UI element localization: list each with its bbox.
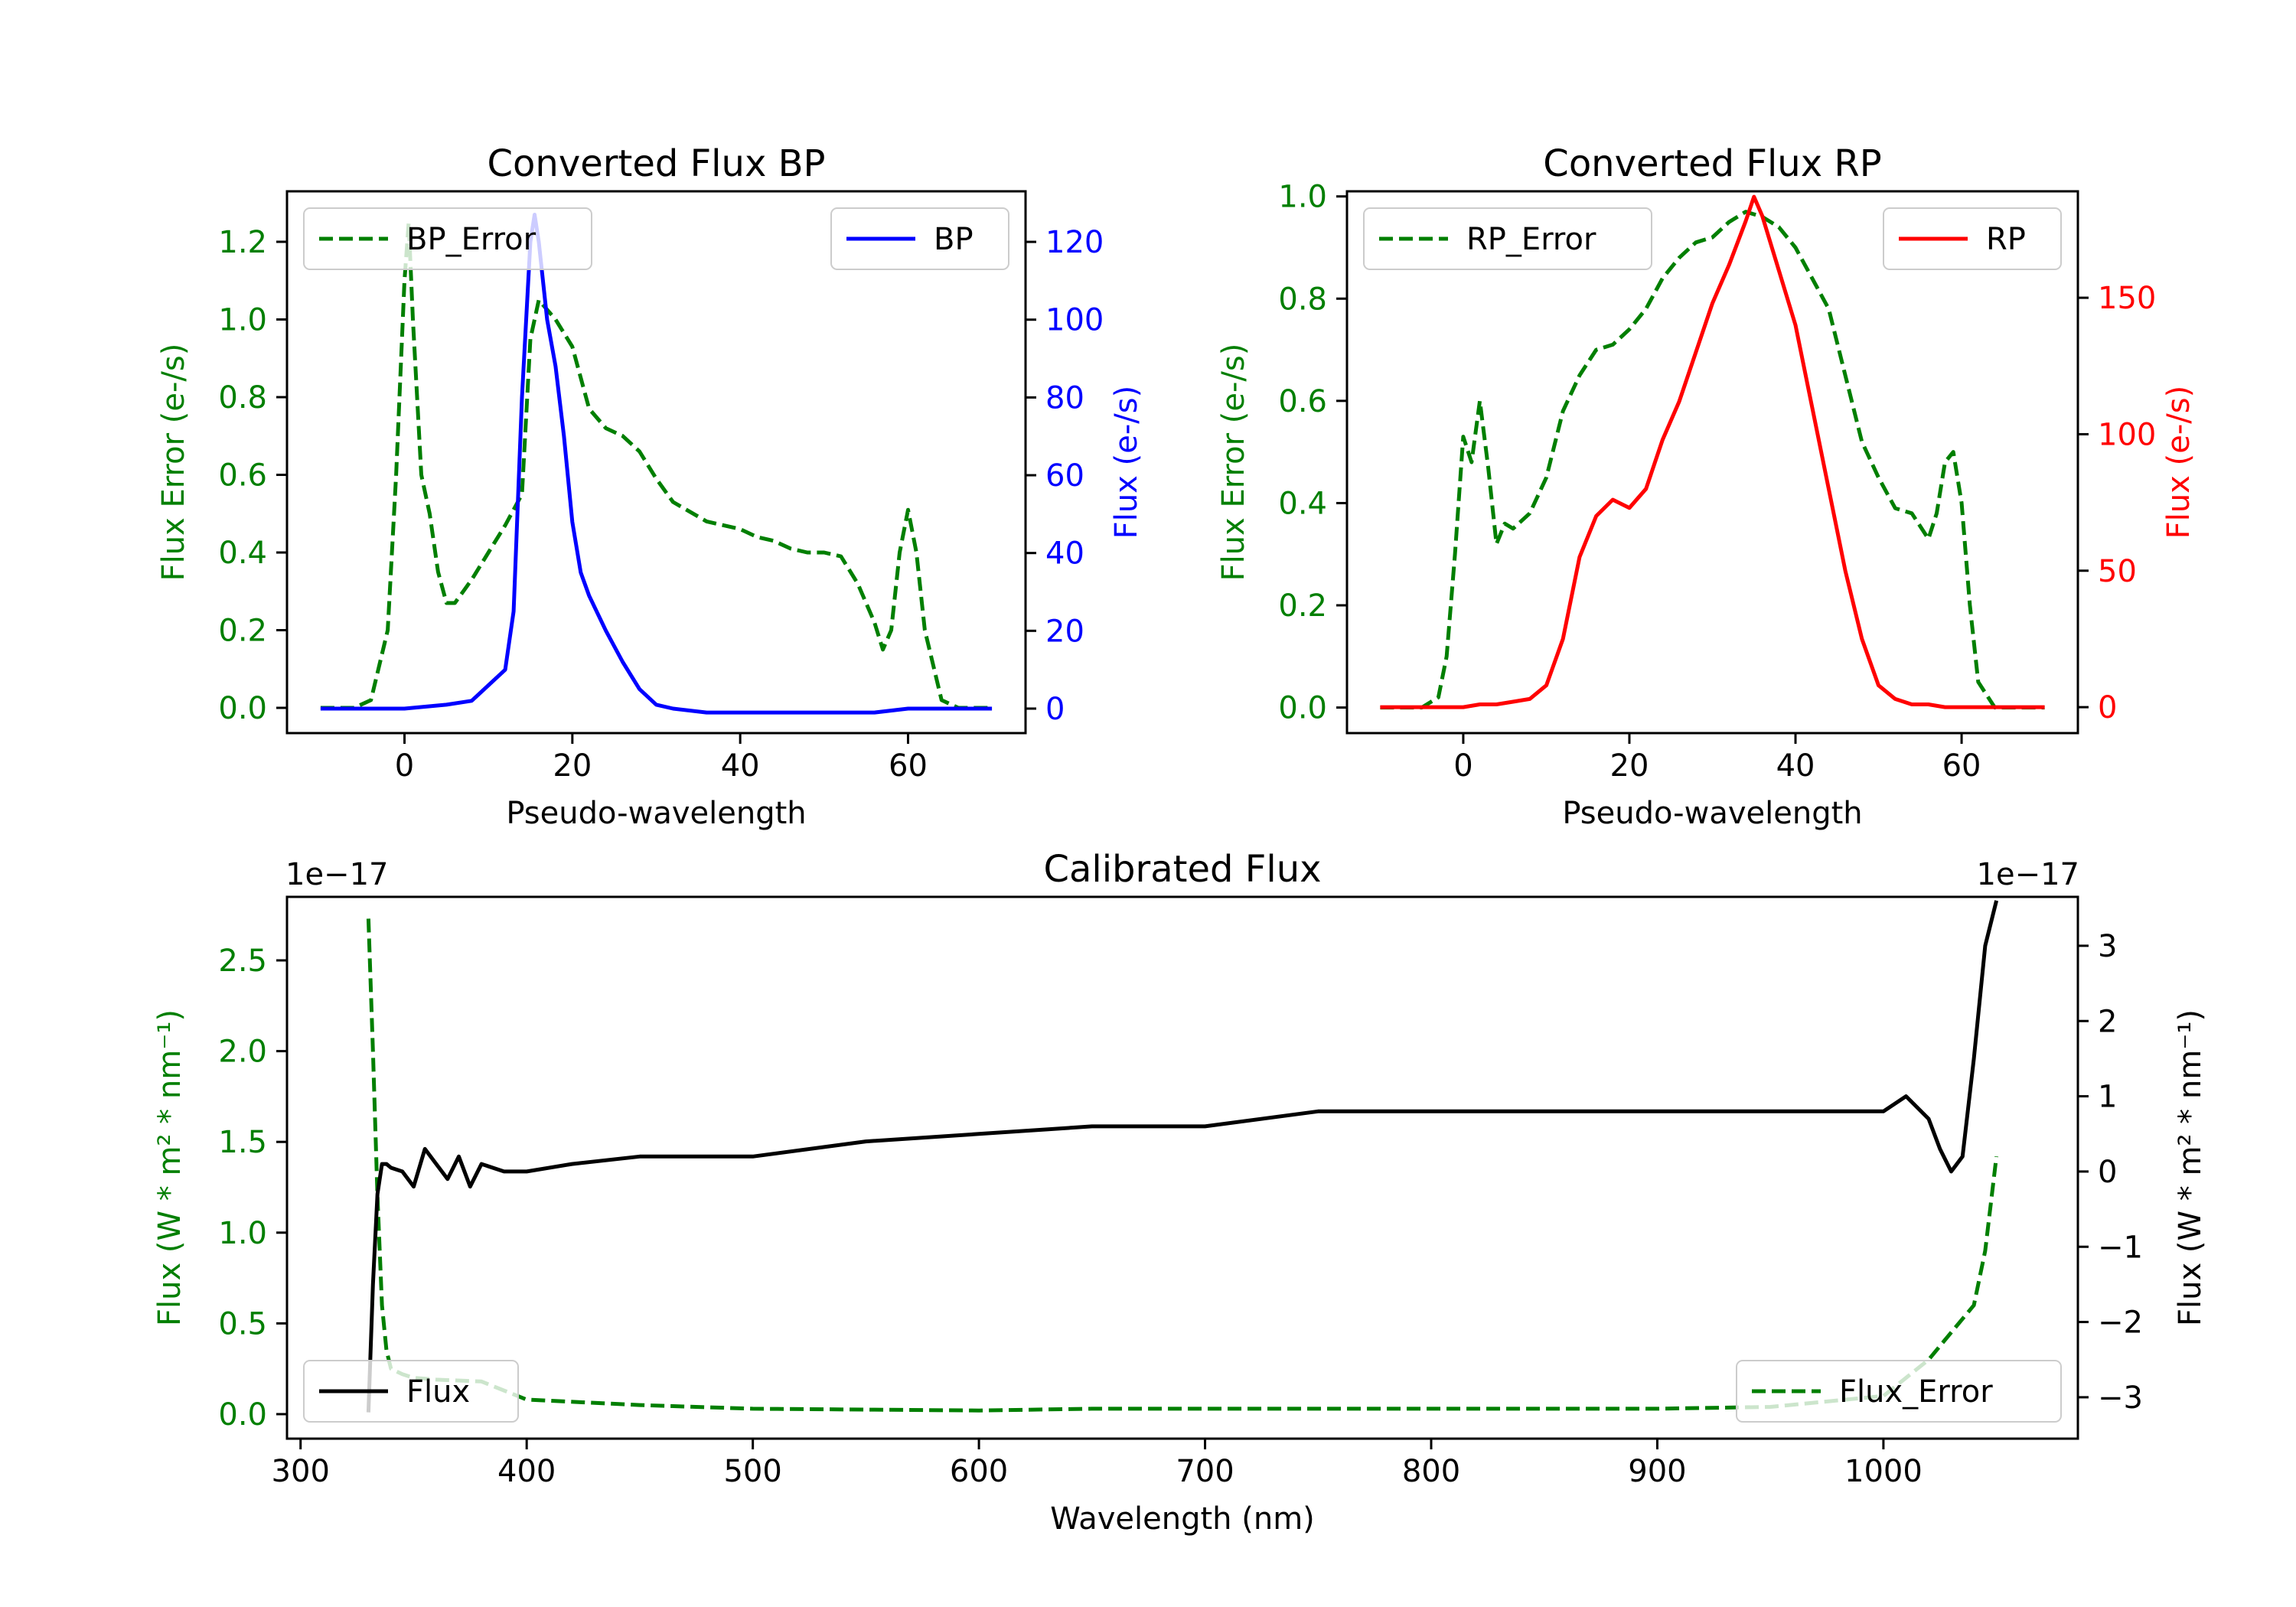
calibrated-ytick-left-label: 2.5: [218, 944, 267, 979]
calibrated-xtick-label: 400: [497, 1454, 556, 1489]
calibrated-legend-box: [1736, 1360, 2062, 1423]
calibrated-legend-label: Flux: [406, 1374, 470, 1410]
bp-ylabel-right: Flux (e-/s): [1109, 386, 1144, 539]
calibrated-ytick-left-label: 2.0: [218, 1035, 267, 1070]
bp-legend-right: BP: [830, 207, 1009, 270]
calibrated-xtick-label: 700: [1176, 1454, 1234, 1489]
rp-ytick-left-label: 0.0: [1278, 691, 1327, 726]
rp-axes-frame: [1345, 190, 2079, 735]
rp-xlabel: Pseudo-wavelength: [1562, 796, 1862, 831]
calibrated-xtick-label: 1000: [1844, 1454, 1923, 1489]
rp-xtick-label: 40: [1776, 748, 1815, 784]
bp-xlabel: Pseudo-wavelength: [506, 796, 806, 831]
calibrated-ytick-right-label: −3: [2098, 1380, 2143, 1416]
bp-ytick-right-label: 40: [1045, 536, 1084, 572]
calibrated-chart: 300 400 500 600 700 800 900 1000 0.0 0.5 1.0 1.5 2.0…: [152, 848, 2208, 1537]
bp-axes-frame: [285, 190, 1027, 735]
rp-legend-label: RP: [1986, 222, 2026, 257]
calibrated-ytick-right-label: 1: [2098, 1080, 2117, 1115]
calibrated-xtick-label: 300: [272, 1454, 330, 1489]
calibrated-ytick-left-label: 1.5: [218, 1125, 267, 1160]
calibrated-ytick-left-label: 1.0: [218, 1216, 267, 1251]
bp-title: Converted Flux BP: [488, 142, 826, 185]
rp-ytick-right-label: 50: [2098, 554, 2137, 589]
rp-series-rp: [1380, 194, 2045, 709]
bp-ytick-left-label: 1.2: [218, 225, 267, 260]
bp-xtick-label: 60: [889, 748, 928, 784]
bp-ytick-right-label: 80: [1045, 380, 1084, 416]
calibrated-ylabel-left: Flux (W * m² * nm⁻¹): [152, 1009, 188, 1326]
rp-chart: 0 20 40 60 0.0 0.2 0.4 0.6 0.8 1.0 0 50 100 150 Conver…: [1216, 142, 2197, 831]
bp-xtick-label: 40: [721, 748, 760, 784]
rp-legend-right: RP: [1883, 207, 2062, 270]
calibrated-ylabel-right: Flux (W * m² * nm⁻¹): [2173, 1009, 2208, 1326]
bp-ytick-left-label: 1.0: [218, 302, 267, 337]
calibrated-ytick-left-label: 0.0: [218, 1397, 267, 1433]
calibrated-ytick-right-label: 3: [2098, 929, 2117, 964]
rp-ytick-right-label: 0: [2098, 690, 2117, 725]
bp-legend-label: BP_Error: [406, 222, 536, 257]
bp-ytick-right-label: 60: [1045, 458, 1084, 494]
bp-legend-label: BP: [934, 222, 974, 257]
calibrated-ytick-right-label: −2: [2098, 1305, 2143, 1341]
rp-legend-left: RP_Error: [1363, 207, 1652, 270]
bp-ytick-right-label: 20: [1045, 614, 1084, 649]
calibrated-legend-label: Flux_Error: [1839, 1374, 1993, 1410]
rp-ytick-left-label: 0.2: [1278, 588, 1327, 624]
calibrated-ytick-left-label: 0.5: [218, 1306, 267, 1341]
bp-xtick-label: 0: [395, 748, 414, 784]
bp-ytick-left-label: 0.8: [218, 380, 267, 416]
bp-legend-left: BP_Error: [303, 207, 592, 270]
rp-ytick-right-label: 100: [2098, 417, 2156, 452]
calibrated-offset-right: 1e−17: [1977, 857, 2079, 892]
rp-ytick-left-label: 0.6: [1278, 384, 1327, 419]
rp-ytick-left-label: 1.0: [1278, 180, 1327, 215]
rp-ylabel-right: Flux (e-/s): [2161, 386, 2197, 539]
calibrated-series-flux: [366, 900, 1999, 1413]
calibrated-xlabel: Wavelength (nm): [1050, 1501, 1315, 1537]
rp-legend-box: [1363, 207, 1652, 270]
rp-title: Converted Flux RP: [1543, 142, 1881, 185]
rp-xtick-label: 0: [1453, 748, 1473, 784]
calibrated-ytick-right-label: 0: [2098, 1155, 2117, 1190]
rp-ytick-left-label: 0.4: [1278, 486, 1327, 521]
bp-legend-box: [303, 207, 592, 270]
rp-xtick-label: 60: [1942, 748, 1981, 784]
calibrated-xtick-label: 500: [723, 1454, 781, 1489]
rp-legend-box: [1883, 207, 2062, 270]
rp-legend-label: RP_Error: [1466, 222, 1596, 257]
calibrated-title: Calibrated Flux: [1043, 848, 1321, 891]
calibrated-xtick-label: 800: [1402, 1454, 1460, 1489]
bp-ytick-left-label: 0.0: [218, 691, 267, 726]
calibrated-ytick-right-label: 2: [2098, 1004, 2117, 1039]
bp-legend-box: [830, 207, 1009, 270]
bp-ytick-left-label: 0.4: [218, 536, 267, 571]
bp-chart: 0 20 40 60 0.0 0.2 0.4 0.6 0.8 1.0 1.2 0 20 40 60 80 100…: [156, 142, 1144, 831]
bp-ytick-right-label: 100: [1045, 303, 1104, 338]
calibrated-axes-frame: [285, 895, 2079, 1440]
bp-ytick-right-label: 120: [1045, 225, 1104, 260]
calibrated-xtick-label: 900: [1628, 1454, 1686, 1489]
bp-ytick-left-label: 0.2: [218, 614, 267, 649]
rp-ylabel-left: Flux Error (e-/s): [1216, 344, 1251, 582]
rp-ytick-left-label: 0.8: [1278, 282, 1327, 317]
rp-xtick-label: 20: [1610, 748, 1649, 784]
bp-series-bp-error: [320, 220, 993, 710]
bp-ytick-right-label: 0: [1045, 692, 1065, 727]
calibrated-legend-box: [303, 1360, 519, 1423]
calibrated-legend-right: Flux_Error: [1736, 1360, 2062, 1423]
rp-series-rp-error: [1380, 210, 2045, 710]
bp-ytick-left-label: 0.6: [218, 458, 267, 493]
rp-ytick-right-label: 150: [2098, 281, 2156, 316]
calibrated-ytick-right-label: −1: [2098, 1230, 2143, 1265]
bp-ylabel-left: Flux Error (e-/s): [156, 344, 191, 582]
calibrated-offset-left: 1e−17: [285, 857, 388, 892]
calibrated-legend-left: Flux: [303, 1360, 519, 1423]
bp-series-bp: [320, 213, 993, 715]
calibrated-xtick-label: 600: [950, 1454, 1008, 1489]
bp-xtick-label: 20: [553, 748, 592, 784]
